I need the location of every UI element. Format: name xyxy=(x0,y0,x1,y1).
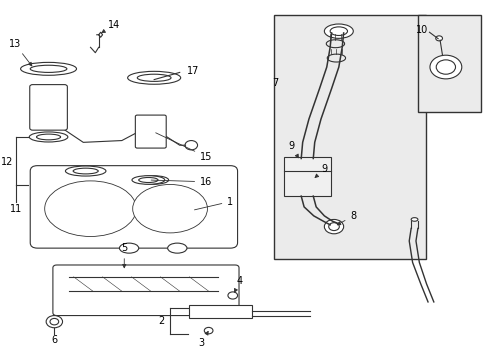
Ellipse shape xyxy=(184,140,197,150)
Text: 1: 1 xyxy=(194,197,233,210)
Text: 4: 4 xyxy=(234,276,243,292)
Text: 2: 2 xyxy=(158,316,164,326)
Ellipse shape xyxy=(435,60,455,74)
Ellipse shape xyxy=(44,181,136,237)
Text: 17: 17 xyxy=(186,66,199,76)
Text: 14: 14 xyxy=(102,20,120,33)
Ellipse shape xyxy=(328,223,339,230)
Text: 16: 16 xyxy=(151,177,212,187)
FancyBboxPatch shape xyxy=(53,265,239,316)
Ellipse shape xyxy=(429,55,461,79)
Ellipse shape xyxy=(37,134,61,140)
Ellipse shape xyxy=(29,132,68,142)
FancyBboxPatch shape xyxy=(30,166,237,248)
Text: 3: 3 xyxy=(198,332,208,348)
Ellipse shape xyxy=(46,316,62,328)
Text: 9: 9 xyxy=(288,141,298,158)
Ellipse shape xyxy=(435,36,442,41)
Text: 7: 7 xyxy=(272,78,278,88)
Ellipse shape xyxy=(20,62,76,75)
Ellipse shape xyxy=(167,243,186,253)
Ellipse shape xyxy=(30,65,67,72)
Ellipse shape xyxy=(132,184,207,233)
Ellipse shape xyxy=(50,319,59,325)
Ellipse shape xyxy=(139,177,158,183)
FancyBboxPatch shape xyxy=(135,115,166,148)
Ellipse shape xyxy=(410,218,417,221)
Ellipse shape xyxy=(138,176,168,184)
FancyBboxPatch shape xyxy=(30,85,67,130)
Text: 13: 13 xyxy=(9,39,32,66)
Ellipse shape xyxy=(137,74,171,81)
Ellipse shape xyxy=(324,220,343,234)
Ellipse shape xyxy=(227,292,237,299)
FancyBboxPatch shape xyxy=(418,15,480,112)
Text: 15: 15 xyxy=(155,133,212,162)
Ellipse shape xyxy=(144,177,162,183)
Ellipse shape xyxy=(127,71,180,84)
Text: 10: 10 xyxy=(415,25,427,35)
Text: 6: 6 xyxy=(51,334,57,345)
Text: 12: 12 xyxy=(1,157,13,167)
Bar xyxy=(284,157,330,196)
Ellipse shape xyxy=(132,176,164,184)
Text: 8: 8 xyxy=(337,211,356,225)
Ellipse shape xyxy=(73,168,98,174)
Bar xyxy=(189,305,251,319)
Text: 9: 9 xyxy=(314,164,327,177)
Text: 11: 11 xyxy=(10,204,22,214)
Ellipse shape xyxy=(65,166,106,176)
Ellipse shape xyxy=(37,91,60,108)
FancyBboxPatch shape xyxy=(273,15,425,259)
Ellipse shape xyxy=(329,27,347,36)
Ellipse shape xyxy=(204,327,213,334)
Text: 5: 5 xyxy=(121,243,127,268)
Ellipse shape xyxy=(324,24,352,39)
Ellipse shape xyxy=(119,243,139,253)
